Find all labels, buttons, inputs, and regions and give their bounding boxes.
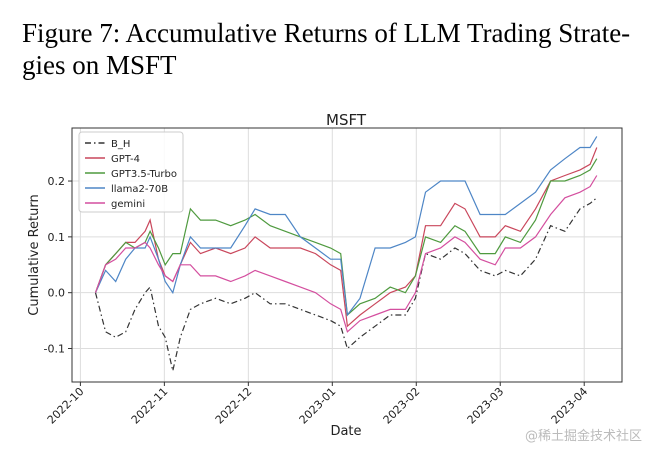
legend-label: GPT-4 [111,154,140,165]
series-line [94,197,598,371]
legend-label: B_H [111,139,130,150]
series-line [94,175,598,333]
series-line [94,158,598,317]
legend-label: gemini [111,199,145,210]
y-tick-label: 0.0 [48,287,66,300]
caption-line: Figure 7: Accumulative Returns of LLM Tr… [22,18,630,48]
caption-line: gies on MSFT [22,50,177,80]
x-tick-label: 2023-03 [465,385,507,427]
x-tick-label: 2022-12 [213,385,255,427]
legend-box [78,131,184,213]
chart-title: MSFT [326,111,367,129]
x-tick-label: 2023-01 [297,385,339,427]
x-tick-label: 2022-10 [45,385,87,427]
series-line [94,136,598,317]
y-tick-label: 0.1 [48,231,66,244]
x-tick-label: 2022-11 [129,385,171,427]
plot-frame [71,127,623,383]
y-tick-label: 0.2 [48,175,66,188]
y-tick-label: -0.1 [44,343,65,356]
legend-label: GPT3.5-Turbo [111,169,177,180]
x-tick-label: 2023-04 [549,385,591,427]
y-axis-label: Cumulative Return [27,194,42,315]
legend-label: llama2-70B [111,184,168,195]
x-axis-label: Date [330,424,361,439]
x-tick-label: 2023-02 [381,385,423,427]
watermark: @稀土掘金技术社区 [525,428,642,444]
